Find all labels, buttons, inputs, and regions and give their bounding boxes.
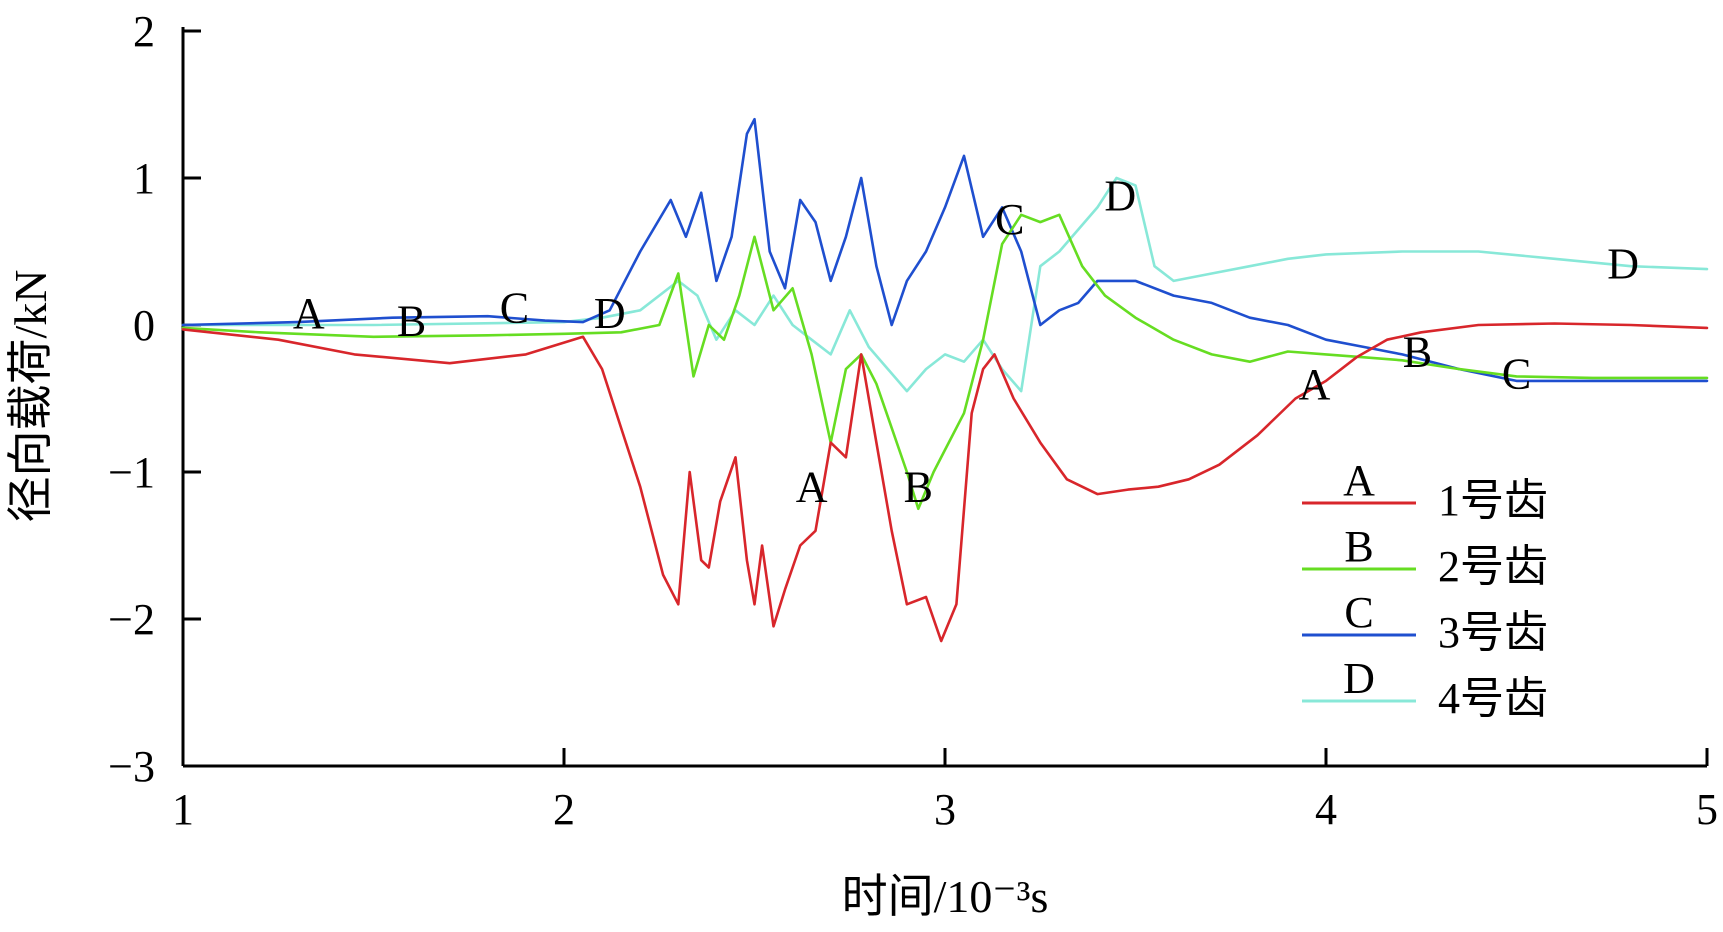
marker-label: A	[796, 463, 828, 512]
series-line-2	[181, 213, 1709, 511]
legend-marker: B	[1344, 522, 1373, 571]
legend-marker: A	[1343, 456, 1375, 505]
y-tick-label: −1	[108, 448, 155, 497]
marker-label: C	[1502, 350, 1531, 399]
marker-label: C	[995, 195, 1024, 244]
x-tick-label: 3	[934, 785, 956, 834]
x-tick-label: 1	[172, 785, 194, 834]
series-line-3	[181, 117, 1709, 383]
marker-label: A	[1299, 360, 1331, 409]
x-axis-title: 时间/10⁻³s	[842, 871, 1049, 922]
x-tick-label: 2	[553, 785, 575, 834]
x-ticks: 1 2 3 4 5	[172, 748, 1718, 834]
legend-label: 1号齿	[1438, 476, 1548, 525]
y-tick-label: −2	[108, 595, 155, 644]
marker-label: B	[904, 463, 933, 512]
marker-label: C	[500, 283, 529, 332]
marker-label: B	[397, 297, 426, 346]
y-axis-title: 径向载荷/kN	[5, 270, 56, 523]
marker-label: A	[293, 289, 325, 338]
y-tick-label: −3	[108, 742, 155, 791]
legend-label: 2号齿	[1438, 542, 1548, 591]
legend-label: 4号齿	[1438, 674, 1548, 723]
y-ticks: 2 1 0 −1 −2 −3	[108, 7, 201, 791]
x-tick-label: 4	[1315, 785, 1337, 834]
x-tick-label: 5	[1696, 785, 1718, 834]
marker-label: D	[1607, 239, 1639, 288]
legend-label: 3号齿	[1438, 608, 1548, 657]
series-markers: A B C D A B C D A B C D	[293, 172, 1639, 512]
series-line-1	[181, 322, 1709, 643]
legend: A 1号齿 B 2号齿 C 3号齿 D 4号齿	[1302, 456, 1548, 723]
y-tick-label: 1	[133, 154, 155, 203]
legend-marker: C	[1344, 588, 1373, 637]
series-lines	[181, 117, 1709, 643]
marker-label: D	[594, 289, 626, 338]
series-line-4	[181, 176, 1709, 393]
legend-marker: D	[1343, 654, 1375, 703]
y-tick-label: 0	[133, 301, 155, 350]
marker-label: D	[1104, 172, 1136, 221]
marker-label: B	[1403, 327, 1432, 376]
y-tick-label: 2	[133, 7, 155, 56]
